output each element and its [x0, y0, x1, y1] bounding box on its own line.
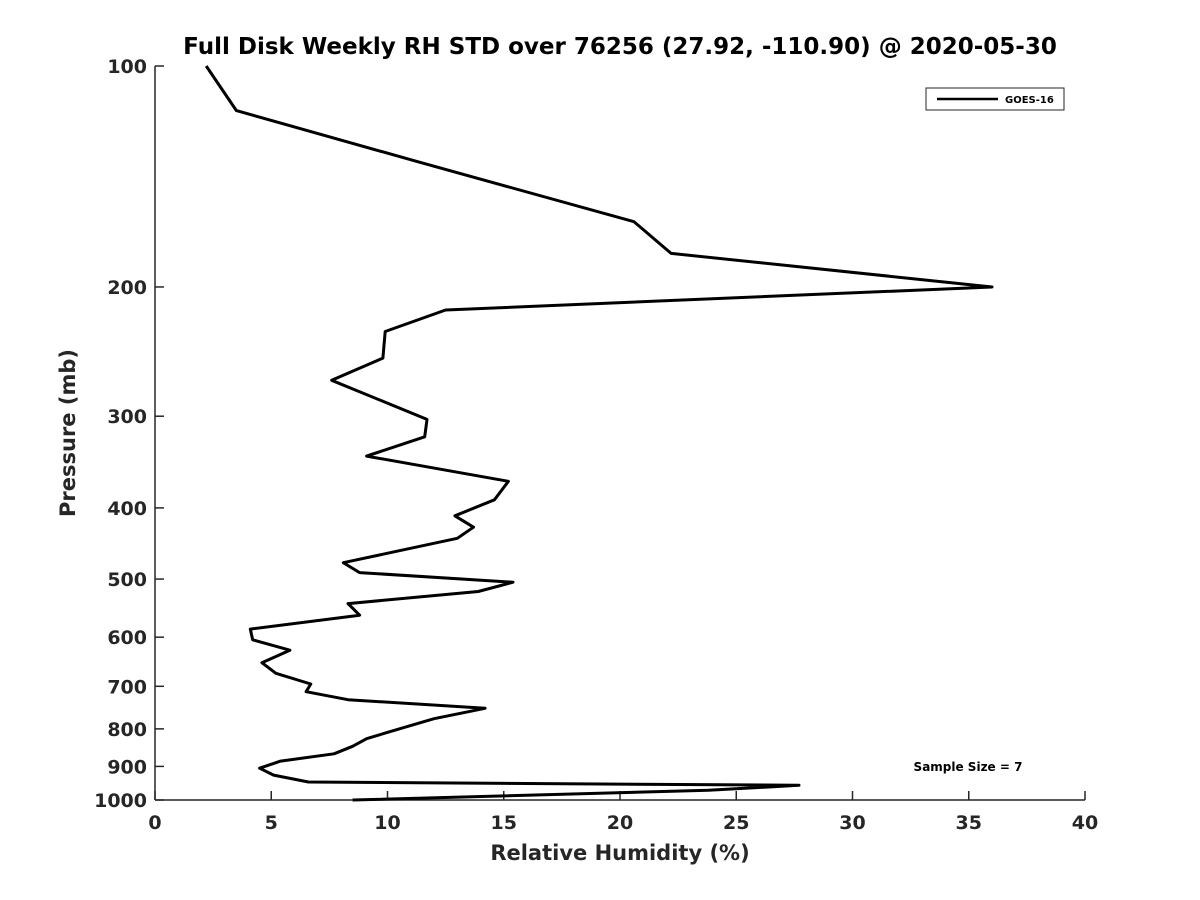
x-tick-label: 0: [148, 812, 161, 834]
x-tick-label: 40: [1072, 812, 1098, 834]
x-tick-label: 10: [374, 812, 400, 834]
y-tick-label: 600: [107, 627, 147, 649]
y-tick-label: 700: [107, 676, 147, 698]
y-tick-label: 900: [107, 756, 147, 778]
y-tick-label: 500: [107, 569, 147, 591]
series-group: [204, 65, 994, 802]
x-tick-label: 15: [491, 812, 517, 834]
y-tick-label: 200: [107, 277, 147, 299]
x-tick-label: 20: [607, 812, 633, 834]
y-tick-label: 400: [107, 498, 147, 520]
y-ticks: 100 200 300 400 500 600 700 800 900 1000: [94, 56, 164, 812]
y-tick-label: 300: [107, 406, 147, 428]
series-line-goes-16: [204, 65, 994, 802]
chart-title: Full Disk Weekly RH STD over 76256 (27.9…: [183, 34, 1057, 60]
x-tick-label: 35: [956, 812, 982, 834]
x-tick-label: 25: [723, 812, 749, 834]
axes: [154, 66, 1085, 801]
x-ticks: 0 5 10 15 20 25 30 35 40: [148, 791, 1098, 834]
y-tick-label: 100: [107, 56, 147, 78]
x-tick-label: 5: [265, 812, 278, 834]
x-tick-label: 30: [839, 812, 865, 834]
sample-size-annotation: Sample Size = 7: [914, 760, 1023, 774]
y-tick-label: 800: [107, 719, 147, 741]
legend-label-goes-16: GOES-16: [1005, 95, 1054, 106]
y-axis-label: Pressure (mb): [56, 349, 80, 517]
x-axis-label: Relative Humidity (%): [490, 841, 749, 865]
legend: GOES-16: [925, 87, 1065, 111]
y-tick-label: 1000: [94, 790, 147, 812]
